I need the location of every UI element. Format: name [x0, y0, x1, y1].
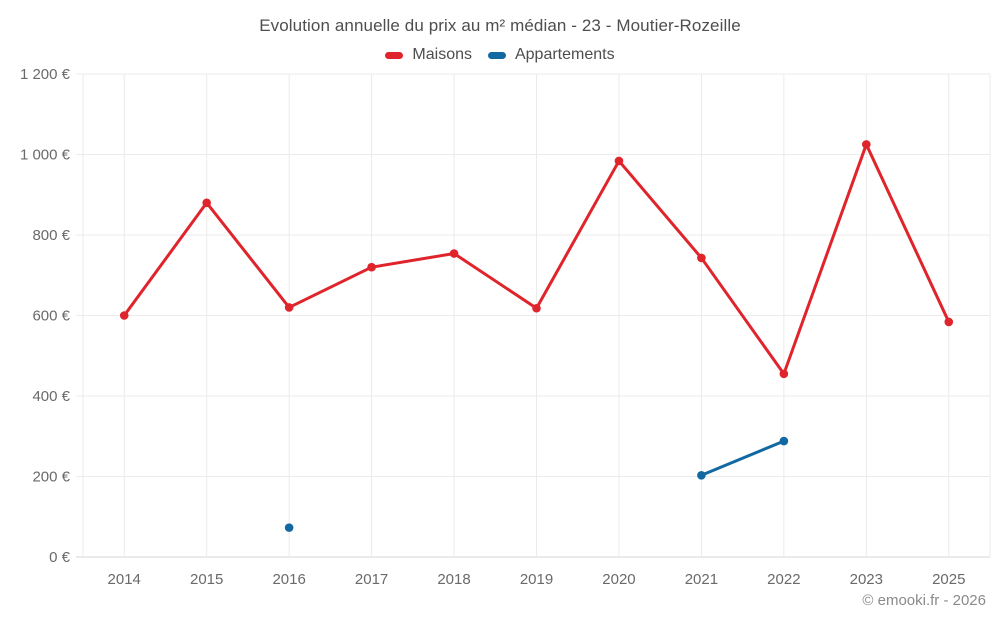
- y-axis-label: 1 200 €: [20, 66, 71, 83]
- maisons-point[interactable]: [697, 253, 706, 263]
- maisons-point[interactable]: [862, 140, 871, 149]
- appartements-point[interactable]: [779, 436, 789, 446]
- legend: Maisons Appartements: [0, 45, 1000, 65]
- appartements-point[interactable]: [284, 523, 294, 532]
- y-axis-label: 1 000 €: [20, 147, 71, 164]
- maisons-point[interactable]: [202, 198, 211, 208]
- x-axis-label: 2022: [767, 571, 800, 588]
- maisons-point[interactable]: [532, 303, 541, 313]
- x-axis-label: 2020: [602, 571, 635, 588]
- legend-label-appartements: Appartements: [514, 46, 615, 63]
- maisons-series-swatch-icon: [385, 51, 404, 59]
- x-axis-label: 2021: [685, 571, 718, 588]
- legend-item-appartements[interactable]: Appartements: [487, 46, 615, 64]
- y-axis-label: 800 €: [32, 227, 70, 244]
- maisons-point[interactable]: [119, 311, 129, 320]
- y-axis-label: 600 €: [32, 308, 70, 325]
- x-axis-label: 2019: [520, 571, 553, 588]
- appartements-series-swatch-icon: [487, 51, 506, 59]
- x-axis-label: 2017: [355, 571, 388, 588]
- x-axis-label: 2023: [850, 571, 883, 588]
- maisons-point[interactable]: [449, 249, 459, 258]
- maisons-point[interactable]: [779, 369, 789, 379]
- maisons-point[interactable]: [944, 317, 954, 327]
- x-axis-label: 2015: [190, 571, 223, 588]
- x-axis-label: 2016: [272, 571, 305, 588]
- chart-title: Evolution annuelle du prix au m² médian …: [259, 16, 741, 35]
- appartements-line: [699, 439, 786, 477]
- copyright-text: © emooki.fr - 2026: [862, 592, 986, 609]
- appartements-point[interactable]: [697, 470, 706, 480]
- y-axis-label: 200 €: [32, 469, 70, 486]
- maisons-point[interactable]: [367, 262, 376, 272]
- legend-item-maisons[interactable]: Maisons: [385, 46, 472, 64]
- y-axis-label: 400 €: [32, 388, 70, 405]
- x-axis-label: 2025: [932, 571, 965, 588]
- legend-label-maisons: Maisons: [412, 46, 472, 63]
- maisons-point[interactable]: [614, 156, 624, 166]
- maisons-point[interactable]: [284, 303, 294, 312]
- y-axis-label: 0 €: [49, 549, 71, 566]
- x-axis-label: 2014: [108, 571, 141, 588]
- x-axis-label: 2018: [437, 571, 470, 588]
